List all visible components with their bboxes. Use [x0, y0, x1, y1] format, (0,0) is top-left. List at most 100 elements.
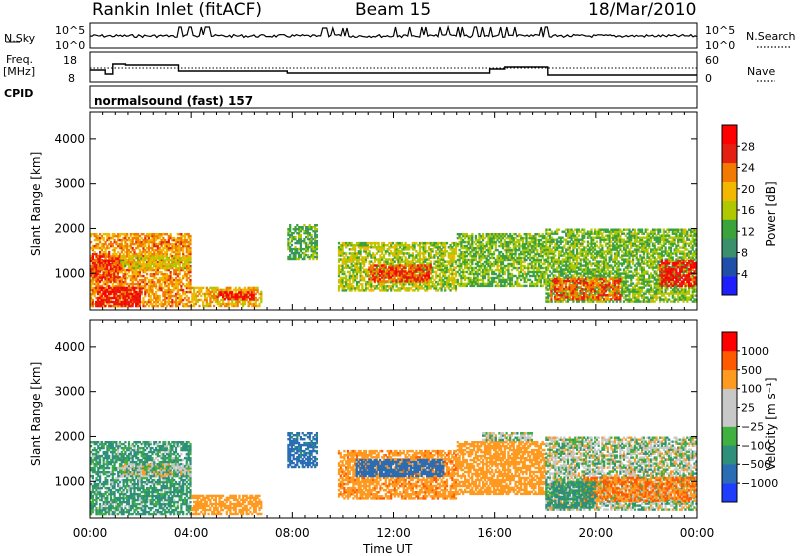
power-echo-cell — [188, 255, 190, 257]
power-echo-cell — [103, 243, 105, 245]
power-echo-cell — [457, 279, 459, 281]
power-echo-cell — [166, 257, 168, 259]
power-echo-cell — [102, 291, 104, 293]
power-echo-cell — [200, 299, 202, 301]
power-echo-cell — [159, 241, 161, 243]
power-echo-cell — [131, 265, 133, 267]
power-echo-cell — [137, 287, 139, 289]
power-echo-cell — [128, 293, 130, 295]
power-echo-cell — [189, 247, 191, 249]
power-echo-cell — [462, 269, 464, 271]
power-echo-cell — [103, 281, 105, 283]
power-echo-cell — [229, 287, 231, 289]
power-echo-cell — [142, 263, 144, 265]
power-echo-cell — [186, 239, 188, 241]
power-echo-cell — [179, 255, 181, 257]
power-echo-cell — [188, 297, 190, 299]
power-echo-cell — [489, 257, 491, 259]
power-echo-cell — [186, 245, 188, 247]
power-echo-cell — [102, 297, 104, 299]
power-echo-cell — [159, 247, 161, 249]
power-echo-cell — [169, 267, 171, 269]
power-echo-cell — [170, 271, 172, 273]
power-echo-cell — [482, 233, 484, 235]
power-echo-cell — [146, 273, 148, 275]
power-echo-cell — [316, 234, 318, 236]
power-echo-cell — [516, 249, 518, 251]
power-echo-cell — [536, 249, 538, 251]
power-echo-cell — [462, 251, 464, 253]
power-echo-cell — [137, 293, 139, 295]
power-echo-cell — [543, 259, 545, 261]
power-echo-cell — [159, 303, 161, 305]
power-echo-cell — [257, 287, 259, 289]
power-echo-cell — [543, 271, 545, 273]
power-echo-cell — [119, 287, 121, 289]
power-echo-cell — [462, 245, 464, 247]
power-echo-cell — [462, 239, 464, 241]
power-echo-cell — [543, 245, 545, 247]
power-echo-cell — [516, 235, 518, 237]
power-echo-cell — [406, 276, 408, 278]
power-echo-cell — [189, 279, 191, 281]
power-echo-cell — [166, 267, 168, 269]
freq-panel-frame — [90, 52, 697, 82]
power-echo-cell — [135, 291, 137, 293]
power-echo-cell — [186, 269, 188, 271]
power-echo-cell — [311, 234, 313, 236]
power-echo-cell — [189, 235, 191, 237]
power-echo-cell — [130, 233, 132, 235]
power-echo-cell — [135, 255, 137, 257]
power-echo-cell — [159, 277, 161, 279]
power-echo-cell — [446, 242, 448, 245]
power-echo-cell — [412, 252, 414, 255]
power-echo-cell — [148, 255, 150, 257]
power-echo-cell — [159, 233, 161, 235]
power-echo-cell — [462, 283, 464, 285]
power-echo-cell — [186, 233, 188, 235]
power-echo-cell — [131, 267, 133, 269]
power-echo-cell — [471, 233, 473, 235]
power-echo-cell — [554, 254, 556, 256]
power-echo-cell — [130, 283, 132, 285]
power-echo-cell — [184, 255, 186, 257]
power-echo-cell — [177, 267, 179, 269]
power-echo-cell — [122, 255, 124, 257]
power-echo-cell — [489, 261, 491, 263]
power-echo-cell — [102, 287, 104, 289]
power-echo-cell — [316, 252, 318, 254]
power-echo-cell — [385, 264, 387, 266]
power-echo-cell — [186, 283, 188, 285]
power-echo-cell — [130, 239, 132, 241]
power-echo-cell — [260, 291, 262, 293]
power-echo-cell — [110, 293, 112, 295]
power-echo-cell — [255, 293, 257, 295]
power-echo-cell — [369, 250, 371, 253]
power-echo-cell — [430, 264, 432, 266]
power-echo-cell — [516, 245, 518, 247]
power-echo-cell — [253, 296, 255, 299]
power-echo-cell — [103, 251, 105, 253]
power-echo-cell — [551, 300, 553, 302]
power-echo-cell — [186, 267, 188, 269]
power-echo-cell — [213, 305, 215, 307]
power-echo-cell — [291, 244, 293, 246]
power-echo-cell — [543, 235, 545, 237]
power-echo-cell — [128, 297, 130, 299]
power-echo-cell — [516, 239, 518, 241]
power-echo-cell — [406, 272, 408, 274]
power-echo-cell — [516, 257, 518, 259]
power-echo-cell — [97, 293, 99, 295]
power-echo-cell — [102, 293, 104, 295]
power-echo-cell — [149, 267, 151, 269]
power-echo-cell — [128, 287, 130, 289]
power-echo-cell — [126, 255, 128, 257]
power-echo-cell — [130, 275, 132, 277]
power-echo-cell — [211, 287, 213, 289]
power-echo-cell — [111, 297, 113, 299]
power-echo-cell — [92, 255, 94, 257]
power-echo-cell — [558, 229, 560, 231]
power-echo-cell — [92, 299, 94, 301]
power-echo-cell — [432, 275, 434, 278]
power-echo-cell — [142, 267, 144, 269]
